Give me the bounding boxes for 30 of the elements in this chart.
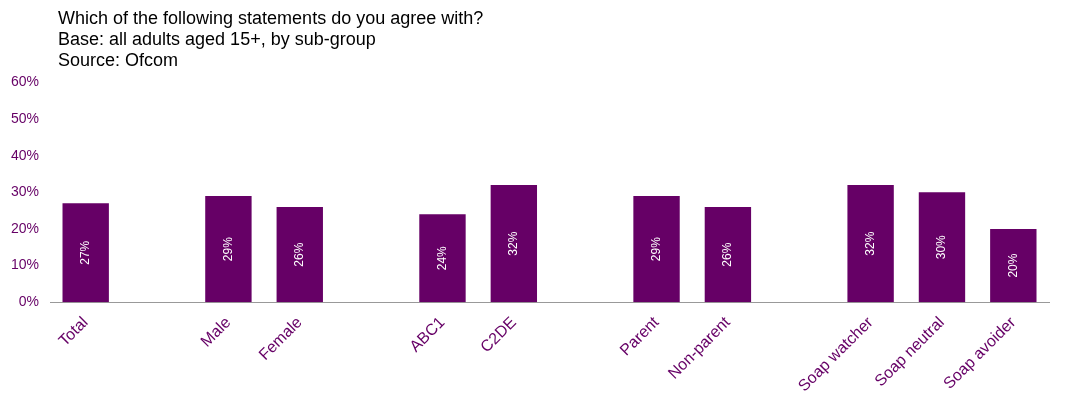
data-label: 24% <box>434 245 449 271</box>
y-tick-label: 0% <box>18 293 40 310</box>
y-tick-label: 10% <box>10 256 40 273</box>
y-tick-label: 60% <box>10 73 40 90</box>
data-label: 20% <box>1005 253 1020 278</box>
bar <box>490 184 538 303</box>
bar <box>419 214 466 303</box>
bar <box>847 184 894 303</box>
data-label: 26% <box>720 242 735 267</box>
chart-title: Which of the following statements do you agree with? <box>57 8 485 29</box>
data-label: 30% <box>934 234 949 260</box>
data-label: 26% <box>292 242 307 267</box>
y-tick-label: 50% <box>10 109 40 126</box>
bar <box>918 192 966 303</box>
bar <box>205 195 252 303</box>
data-label: 32% <box>862 231 877 256</box>
bar <box>276 206 323 303</box>
data-label: 32% <box>506 231 521 256</box>
bar <box>704 206 752 303</box>
chart-subtitle: Base: all adults aged 15+, by sub-group <box>57 29 377 50</box>
bar <box>62 203 109 303</box>
bar <box>633 195 680 303</box>
bar <box>990 228 1037 303</box>
y-tick-label: 40% <box>10 146 40 163</box>
y-tick-label: 30% <box>10 183 40 200</box>
data-label: 29% <box>648 236 663 262</box>
y-tick-label: 20% <box>10 219 40 236</box>
data-label: 27% <box>78 240 93 265</box>
data-label: 29% <box>220 236 235 262</box>
source-note: Source: Ofcom <box>57 50 180 71</box>
